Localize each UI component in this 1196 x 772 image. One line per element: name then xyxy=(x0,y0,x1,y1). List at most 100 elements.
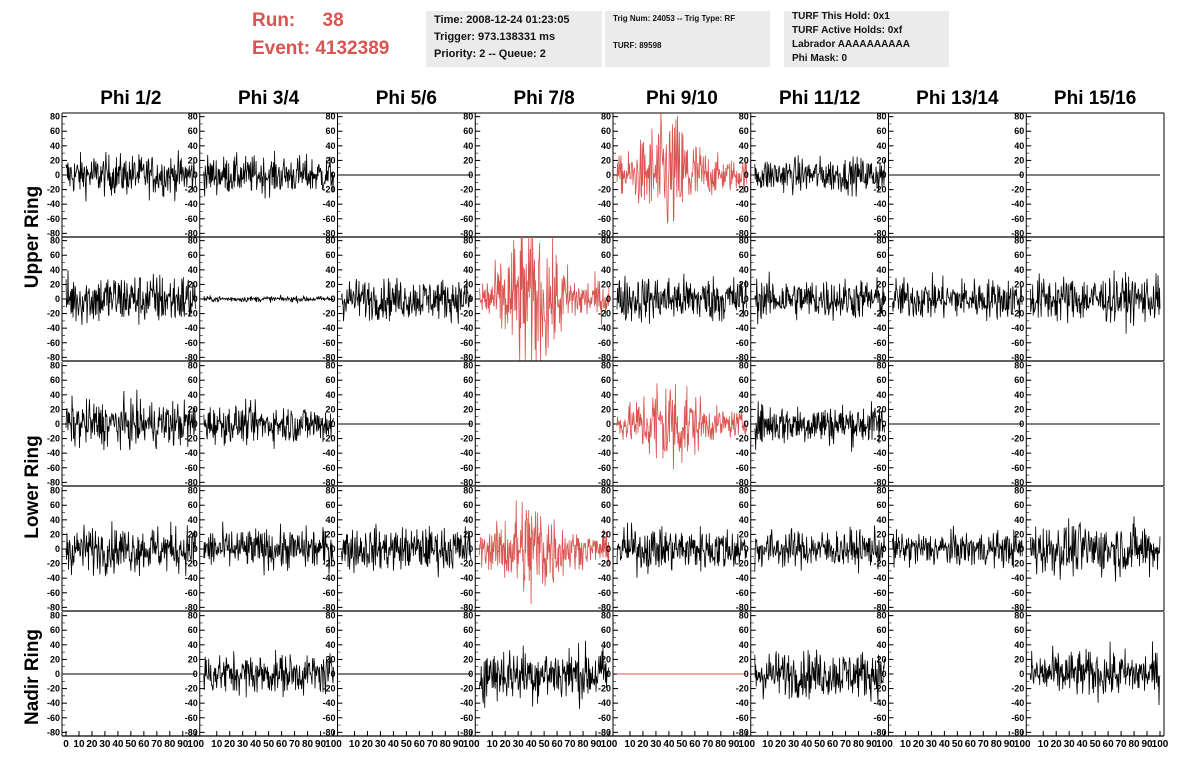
x-tick-label: 60 xyxy=(1103,739,1115,750)
panel-r5-c4: 80 60 40 20 0 -20 -40 -60 -80 xyxy=(460,611,610,737)
y-tick-label: -80 xyxy=(1011,727,1024,737)
y-tick-label: 40 xyxy=(50,390,60,400)
y-tick-label: 0 xyxy=(881,419,886,429)
y-tick-label: 80 xyxy=(601,486,611,496)
x-tick-label: 60 xyxy=(138,739,150,750)
y-tick-label: -60 xyxy=(322,214,335,224)
y-tick-label: 80 xyxy=(1014,112,1024,122)
x-tick-label: 40 xyxy=(801,739,813,750)
x-tick-label: 90 xyxy=(728,739,740,750)
y-tick-label: 40 xyxy=(463,515,473,525)
y-tick-label: 0 xyxy=(55,419,60,429)
y-tick-label: 0 xyxy=(330,669,335,679)
y-tick-label: -20 xyxy=(322,185,335,195)
y-tick-label: 60 xyxy=(50,250,60,260)
x-tick-label: 70 xyxy=(840,739,852,750)
y-tick-label: -20 xyxy=(873,559,886,569)
y-tick-label: 40 xyxy=(50,141,60,151)
y-tick-label: 40 xyxy=(50,515,60,525)
y-tick-label: -40 xyxy=(1011,199,1024,209)
y-tick-label: -20 xyxy=(460,185,473,195)
panel-r2-c8: 80 60 40 20 0 -20 -40 -60 -80 xyxy=(1011,236,1161,362)
x-tick-label: 30 xyxy=(1064,739,1076,750)
y-tick-label: -60 xyxy=(460,338,473,348)
y-tick-label: 80 xyxy=(188,236,198,246)
y-tick-label: 20 xyxy=(325,155,335,165)
x-tick-label: 40 xyxy=(250,739,262,750)
y-tick-label: 20 xyxy=(1014,529,1024,539)
y-tick-label: -60 xyxy=(47,338,60,348)
y-tick-label: 20 xyxy=(188,404,198,414)
y-tick-label: 20 xyxy=(1014,279,1024,289)
x-tick-label: 70 xyxy=(565,739,577,750)
y-tick-label: 0 xyxy=(881,170,886,180)
y-tick-label: 40 xyxy=(325,515,335,525)
y-tick-label: -40 xyxy=(322,448,335,458)
y-tick-label: -80 xyxy=(736,727,749,737)
x-tick-label: 70 xyxy=(427,739,439,750)
y-tick-label: 20 xyxy=(601,155,611,165)
y-tick-label: -40 xyxy=(736,323,749,333)
y-tick-label: -20 xyxy=(47,434,60,444)
x-tick-label: 30 xyxy=(375,739,387,750)
panel-r1-c4: 80 60 40 20 0 -20 -40 -60 -80 xyxy=(460,112,481,238)
y-tick-label: -80 xyxy=(873,477,886,487)
waveform-trace xyxy=(754,401,885,452)
x-tick-label: 50 xyxy=(814,739,826,750)
y-tick-label: -40 xyxy=(598,573,611,583)
y-tick-label: 60 xyxy=(1014,625,1024,635)
panel-r2-c3: 80 60 40 20 0 -20 -40 -60 -80 xyxy=(322,236,472,362)
y-tick-label: 80 xyxy=(739,486,749,496)
y-tick-label: 60 xyxy=(601,250,611,260)
y-tick-label: 0 xyxy=(744,294,749,304)
y-tick-label: 40 xyxy=(325,640,335,650)
panel-r1-c2: 80 60 40 20 0 -20 -40 -60 -80 xyxy=(185,112,334,238)
y-tick-label: 0 xyxy=(1019,294,1024,304)
y-tick-label: -40 xyxy=(47,448,60,458)
y-tick-label: 20 xyxy=(601,404,611,414)
y-tick-label: -60 xyxy=(873,713,886,723)
waveform-trace xyxy=(478,500,610,605)
y-tick-label: -20 xyxy=(873,309,886,319)
y-tick-label: -20 xyxy=(322,434,335,444)
column-header-1: Phi 1/2 xyxy=(100,88,161,109)
x-tick-label: 90 xyxy=(866,739,878,750)
y-tick-label: -20 xyxy=(1011,559,1024,569)
y-tick-label: 60 xyxy=(463,250,473,260)
x-tick-label: 70 xyxy=(289,739,301,750)
y-tick-label: -60 xyxy=(598,463,611,473)
x-tick-label: 10 xyxy=(762,739,774,750)
y-tick-label: 60 xyxy=(188,375,198,385)
y-tick-label: 40 xyxy=(876,265,886,275)
panel-r5-c5: 80 60 40 20 0 -20 -40 -60 -80 xyxy=(598,611,747,737)
y-tick-label: -80 xyxy=(460,228,473,238)
y-tick-label: 60 xyxy=(463,500,473,510)
y-tick-label: 60 xyxy=(50,625,60,635)
y-tick-label: 0 xyxy=(606,170,611,180)
y-tick-label: -60 xyxy=(322,463,335,473)
y-tick-label: 40 xyxy=(1014,265,1024,275)
y-tick-label: 80 xyxy=(739,611,749,621)
y-tick-label: -80 xyxy=(736,352,749,362)
panel-r3-c1: 80 60 40 20 0 -20 -40 -60 -80 xyxy=(47,361,197,487)
y-tick-label: 0 xyxy=(193,170,198,180)
x-tick-label: 60 xyxy=(827,739,839,750)
x-tick-label: 80 xyxy=(164,739,176,750)
y-tick-label: 0 xyxy=(468,419,473,429)
y-tick-label: 20 xyxy=(325,279,335,289)
x-tick-label: 60 xyxy=(414,739,426,750)
x-tick-label: 50 xyxy=(263,739,275,750)
y-tick-label: -20 xyxy=(460,434,473,444)
waveform-trace xyxy=(616,522,748,578)
y-tick-label: 40 xyxy=(1014,515,1024,525)
y-tick-label: -20 xyxy=(322,309,335,319)
y-tick-label: 80 xyxy=(463,236,473,246)
panel-r5-c1: 80 60 40 20 0 -20 -40 -60 -80 xyxy=(47,611,196,737)
y-tick-label: 80 xyxy=(50,486,60,496)
y-tick-label: -40 xyxy=(1011,323,1024,333)
panel-r1-c3: 80 60 40 20 0 -20 -40 -60 -80 xyxy=(322,112,472,238)
y-tick-label: 20 xyxy=(876,279,886,289)
y-tick-label: 20 xyxy=(50,155,60,165)
y-tick-label: 60 xyxy=(739,126,749,136)
y-tick-label: -20 xyxy=(185,185,198,195)
